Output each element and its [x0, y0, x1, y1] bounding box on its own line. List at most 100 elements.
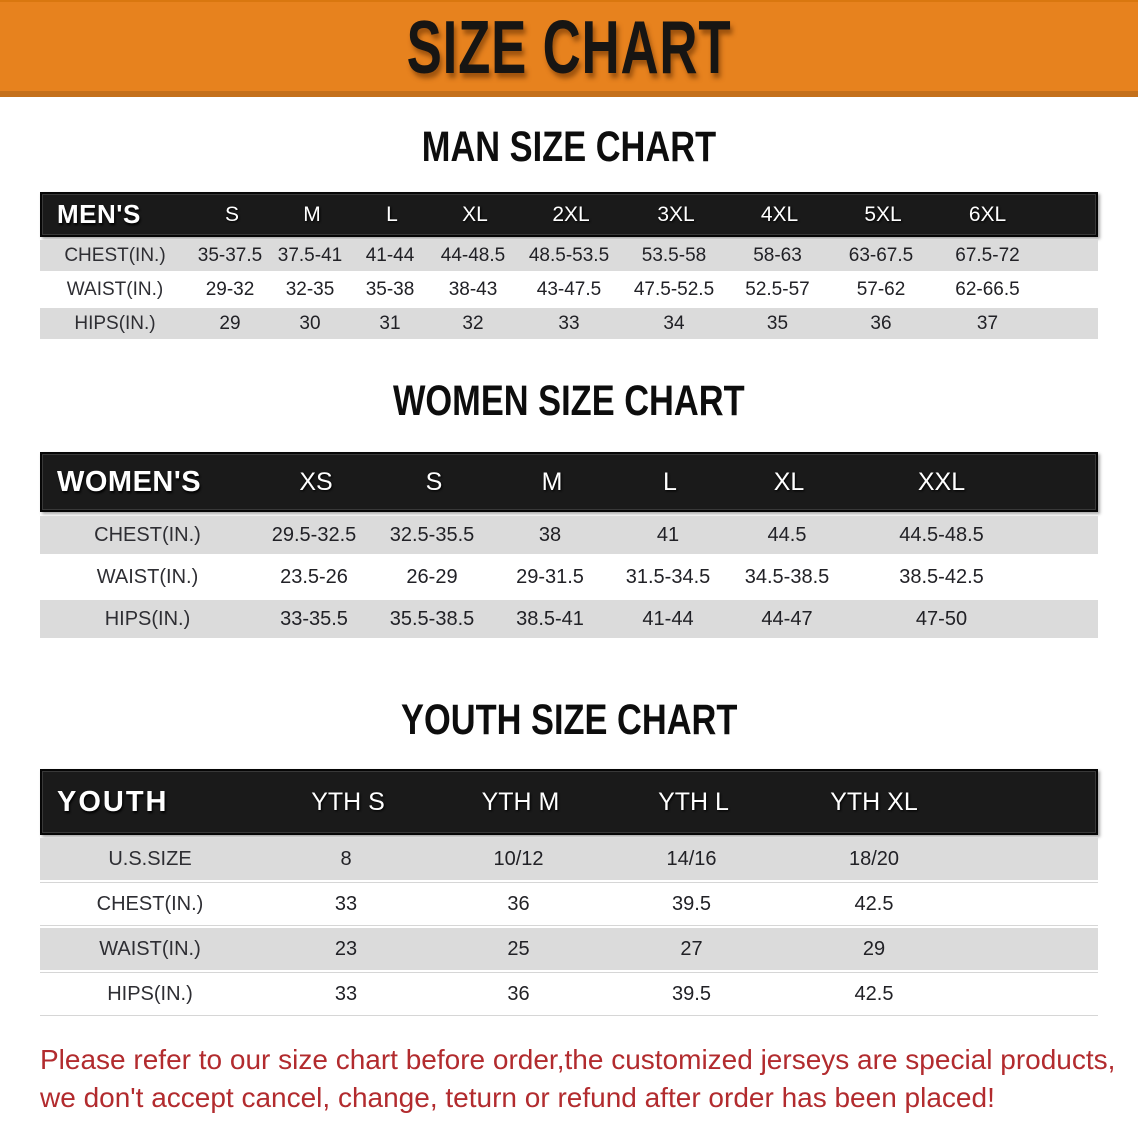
order-disclaimer: Please refer to our size chart before or… — [0, 1041, 1138, 1117]
disclaimer-line-1: Please refer to our size chart before or… — [40, 1044, 1116, 1075]
size-column-header: L — [663, 467, 677, 496]
size-column-header: YTH L — [658, 787, 729, 816]
size-value-cell: 41 — [656, 523, 680, 546]
size-column-header: 5XL — [864, 202, 902, 226]
measurement-label: U.S.SIZE — [108, 847, 192, 870]
size-column-header: XL — [773, 467, 805, 496]
measurement-label: WAIST(IN.) — [66, 278, 164, 300]
size-value-cell: 23 — [334, 937, 358, 960]
man-section-heading: MAN SIZE CHART — [0, 123, 1138, 172]
youth-section-heading-text: YOUTH SIZE CHART — [400, 696, 738, 744]
size-column-header: YTH M — [481, 787, 560, 816]
size-value-cell: 41-44 — [365, 244, 415, 266]
size-value-cell: 35.5-38.5 — [389, 607, 475, 630]
size-value-cell: 38.5-42.5 — [899, 565, 984, 588]
table-header-row: WOMEN'S XS S M L XL XXL — [40, 452, 1098, 512]
size-value-cell: 31.5-34.5 — [625, 565, 711, 588]
size-value-cell: 42.5 — [854, 982, 894, 1005]
size-value-cell: 53.5-58 — [641, 244, 707, 266]
size-value-cell: 35 — [766, 312, 789, 334]
size-value-cell: 38 — [538, 523, 562, 546]
size-value-cell: 14/16 — [666, 847, 717, 870]
size-value-cell: 38.5-41 — [516, 607, 584, 630]
size-value-cell: 43-47.5 — [536, 278, 602, 300]
size-value-cell: 41-44 — [642, 607, 694, 630]
women-size-table: WOMEN'S XS S M L XL XXL CHEST(IN.) 29.5-32.5 32.5… — [40, 452, 1098, 638]
man-section-heading-text: MAN SIZE CHART — [421, 123, 717, 171]
size-column-header: S — [425, 467, 443, 496]
size-value-cell: 35-37.5 — [197, 244, 263, 266]
size-column-header: XL — [462, 202, 488, 226]
size-column-header: YTH S — [311, 787, 385, 816]
size-value-cell: 63-67.5 — [848, 244, 914, 266]
size-value-cell: 33 — [334, 982, 358, 1005]
size-value-cell: 37 — [976, 312, 999, 334]
size-column-header: XXL — [917, 467, 966, 496]
table-row: WAIST(IN.) 29-32 32-35 35-38 38-43 43-47.5 47.… — [40, 274, 1098, 305]
table-corner-label: MEN'S — [57, 199, 141, 229]
size-value-cell: 23.5-26 — [280, 565, 348, 588]
size-column-header: M — [541, 467, 563, 496]
size-column-header: 4XL — [760, 202, 799, 226]
size-value-cell: 30 — [299, 312, 321, 334]
size-value-cell: 36 — [870, 312, 892, 334]
women-section-heading: WOMEN SIZE CHART — [0, 377, 1138, 426]
size-value-cell: 47-50 — [915, 607, 968, 630]
measurement-label: WAIST(IN.) — [96, 565, 199, 588]
size-value-cell: 32 — [462, 312, 484, 334]
table-row: HIPS(IN.) 33-35.5 35.5-38.5 38.5-41 41-44 44-… — [40, 600, 1098, 638]
measurement-label: HIPS(IN.) — [74, 312, 156, 334]
size-value-cell: 26-29 — [406, 565, 458, 588]
size-value-cell: 29-31.5 — [516, 565, 584, 588]
men-size-table: MEN'S S M L XL 2XL 3XL 4XL 5XL 6XL CHEST(IN.) 35-37… — [40, 192, 1098, 339]
size-value-cell: 52.5-57 — [745, 278, 810, 300]
size-value-cell: 8 — [340, 847, 352, 870]
measurement-label: HIPS(IN.) — [104, 607, 191, 630]
measurement-label: CHEST(IN.) — [94, 523, 201, 546]
measurement-label: CHEST(IN.) — [96, 892, 204, 915]
size-column-header: M — [303, 202, 321, 226]
size-value-cell: 44-47 — [761, 607, 813, 630]
size-value-cell: 25 — [507, 937, 530, 960]
table-row: WAIST(IN.) 23 25 27 29 — [40, 928, 1098, 970]
size-value-cell: 31 — [379, 312, 401, 334]
size-value-cell: 39.5 — [672, 982, 711, 1005]
size-value-cell: 27 — [680, 937, 703, 960]
size-value-cell: 47.5-52.5 — [633, 278, 715, 300]
table-row: CHEST(IN.) 33 36 39.5 42.5 — [40, 883, 1098, 925]
size-value-cell: 29-32 — [205, 278, 255, 300]
table-row: CHEST(IN.) 29.5-32.5 32.5-35.5 38 41 44.5 44.5… — [40, 516, 1098, 554]
measurement-label: HIPS(IN.) — [107, 982, 193, 1005]
size-value-cell: 62-66.5 — [955, 278, 1020, 300]
size-value-cell: 29.5-32.5 — [271, 523, 357, 546]
table-header-row: MEN'S S M L XL 2XL 3XL 4XL 5XL 6XL — [40, 192, 1098, 237]
size-value-cell: 33 — [558, 312, 580, 334]
youth-section-heading: YOUTH SIZE CHART — [0, 696, 1138, 745]
size-value-cell: 36 — [507, 982, 530, 1005]
table-header-row: YOUTH YTH S YTH M YTH L YTH XL — [40, 769, 1098, 835]
size-value-cell: 38-43 — [448, 278, 498, 300]
size-column-header: XS — [299, 467, 333, 496]
table-row: HIPS(IN.) 33 36 39.5 42.5 — [40, 973, 1098, 1015]
measurement-label: WAIST(IN.) — [99, 937, 201, 960]
size-column-header: S — [224, 202, 239, 226]
size-value-cell: 29 — [862, 937, 886, 960]
table-corner-label: YOUTH — [57, 785, 169, 818]
measurement-label: CHEST(IN.) — [64, 244, 166, 266]
size-chart-banner: SIZE CHART — [0, 0, 1138, 97]
table-row: HIPS(IN.) 29 30 31 32 33 34 35 36 37 — [40, 308, 1098, 339]
size-column-header: 3XL — [657, 202, 695, 226]
size-value-cell: 33-35.5 — [280, 607, 348, 630]
size-value-cell: 10/12 — [493, 847, 544, 870]
table-row: WAIST(IN.) 23.5-26 26-29 29-31.5 31.5-34.5 34… — [40, 558, 1098, 596]
size-value-cell: 34 — [663, 312, 685, 334]
banner-title: SIZE CHART — [406, 4, 732, 89]
size-value-cell: 44.5-48.5 — [899, 523, 984, 546]
size-column-header: L — [386, 202, 398, 226]
table-row: U.S.SIZE 8 10/12 14/16 18/20 — [40, 838, 1098, 880]
disclaimer-line-2: we don't accept cancel, change, teturn o… — [40, 1082, 995, 1113]
size-column-header: 6XL — [968, 202, 1007, 226]
size-value-cell: 32-35 — [285, 278, 335, 300]
size-value-cell: 36 — [507, 892, 530, 915]
size-value-cell: 42.5 — [854, 892, 894, 915]
